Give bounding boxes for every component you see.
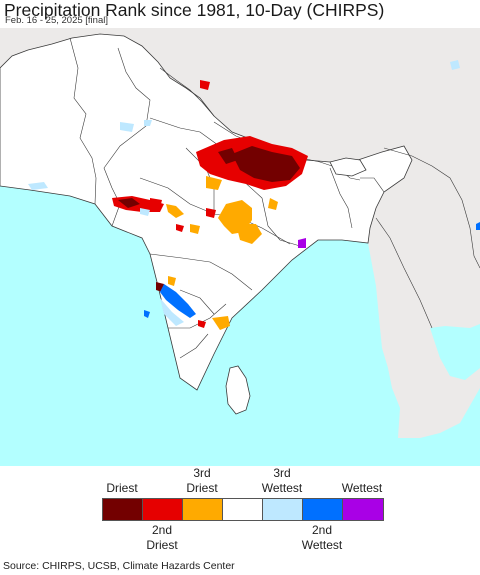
- legend-swatch-2nd-driest: [143, 499, 183, 520]
- legend-label-2nd-wettest: 2nd Wettest: [301, 523, 343, 552]
- map-subtitle: Feb. 16 - 25, 2025 [final]: [5, 15, 108, 26]
- legend: Driest 3rd Driest 3rd Wettest Wettest 2n…: [0, 466, 480, 561]
- precipitation-rank-map: [0, 28, 480, 466]
- legend-label-driest: Driest: [106, 481, 138, 495]
- source-credit: Source: CHIRPS, UCSB, Climate Hazards Ce…: [3, 560, 235, 572]
- legend-label-3rd-driest: 3rd Driest: [186, 466, 218, 495]
- legend-swatches: [102, 498, 384, 521]
- dry-anomalies: [112, 80, 308, 330]
- sri-lanka: [225, 365, 251, 415]
- legend-swatch-normal: [223, 499, 263, 520]
- legend-swatch-3rd-wettest: [263, 499, 303, 520]
- legend-swatch-3rd-driest: [183, 499, 223, 520]
- legend-label-2nd-driest: 2nd Driest: [146, 523, 178, 552]
- ocean-east: [430, 324, 480, 380]
- map-title: Precipitation Rank since 1981, 10-Day (C…: [4, 0, 385, 20]
- legend-label-3rd-wettest: 3rd Wettest: [261, 466, 303, 495]
- legend-label-wettest: Wettest: [341, 481, 383, 495]
- legend-swatch-wettest: [343, 499, 383, 520]
- bhutan: [329, 157, 367, 177]
- legend-swatch-driest: [103, 499, 143, 520]
- ocean: [0, 186, 480, 466]
- wet-anomalies: [28, 60, 480, 326]
- legend-swatch-2nd-wettest: [303, 499, 343, 520]
